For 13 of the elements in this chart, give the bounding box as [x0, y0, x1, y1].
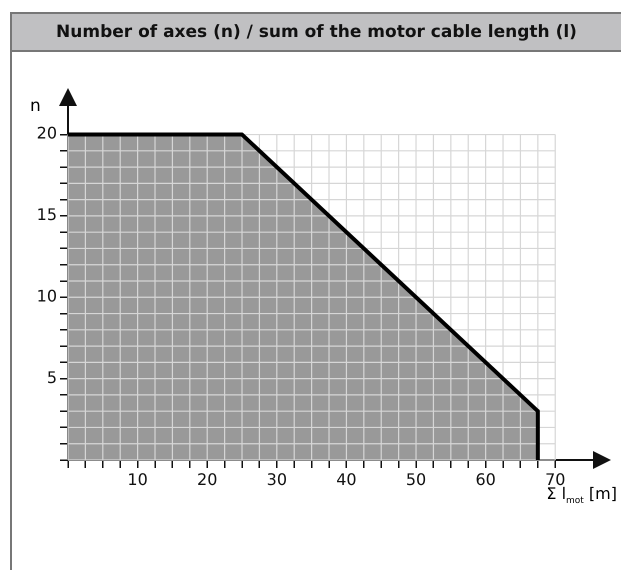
x-tick-label: 10: [127, 470, 148, 489]
x-tick-label: 30: [266, 470, 287, 489]
y-tick-label: 20: [36, 124, 57, 143]
y-tick-label: 5: [46, 368, 57, 387]
x-tick-label: 40: [336, 470, 357, 489]
y-tick-label: 10: [36, 286, 57, 306]
x-tick-label: 50: [406, 470, 426, 489]
x-axis-title: Σ l$_{mot}$ [m]: [546, 484, 617, 506]
y-tick-label: 15: [36, 205, 57, 224]
y-axis-title: n: [30, 96, 41, 116]
x-tick-label: 20: [197, 470, 218, 489]
chart-title: Number of axes (n) / sum of the motor cable length (l): [12, 14, 621, 52]
x-tick-label: 60: [475, 470, 496, 489]
